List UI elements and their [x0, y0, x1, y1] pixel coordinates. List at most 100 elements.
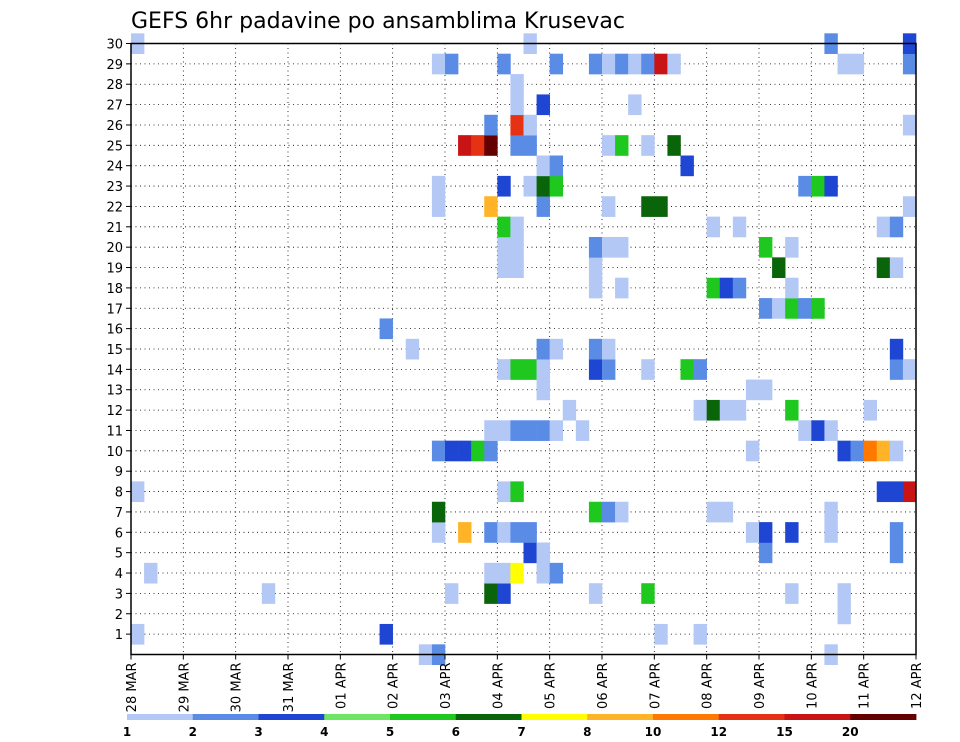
- heatmap-cell: [536, 562, 550, 584]
- x-tick-label: 03 APR: [439, 663, 454, 709]
- heatmap-cell: [641, 196, 655, 217]
- heatmap-cell: [693, 359, 707, 380]
- heatmap-cell: [497, 257, 511, 279]
- heatmap-cell: [876, 216, 891, 238]
- y-tick-label: 6: [115, 526, 123, 541]
- y-tick-label: 15: [106, 343, 123, 358]
- colorbar-segment: [653, 714, 720, 720]
- heatmap-cell: [785, 583, 799, 604]
- y-tick-label: 30: [106, 38, 123, 53]
- heatmap-cell: [510, 420, 524, 441]
- heatmap-cell: [562, 399, 577, 421]
- heatmap-cells: [131, 33, 917, 665]
- heatmap-cell: [628, 94, 642, 116]
- colorbar-tick-label: 6: [452, 725, 460, 739]
- heatmap-cell: [510, 74, 524, 95]
- heatmap-cell: [510, 135, 524, 156]
- heatmap-cell: [837, 440, 851, 462]
- heatmap-cell: [615, 277, 629, 299]
- x-tick-label: 30 MAR: [230, 663, 245, 713]
- heatmap-cell: [588, 583, 603, 604]
- heatmap-cell: [889, 216, 904, 238]
- heatmap-cell: [431, 53, 446, 75]
- heatmap-cell: [549, 155, 564, 177]
- heatmap-cell: [484, 583, 498, 604]
- y-tick-label: 22: [106, 200, 123, 215]
- x-tick-label: 06 APR: [596, 663, 611, 709]
- heatmap-cell: [850, 53, 864, 75]
- heatmap-cell: [798, 175, 812, 197]
- colorbar-tick-label: 1: [123, 725, 131, 739]
- y-tick-label: 12: [106, 404, 123, 419]
- heatmap-cell: [785, 522, 799, 543]
- heatmap-cell: [405, 338, 420, 360]
- heatmap-cell: [719, 501, 734, 523]
- heatmap-cell: [680, 359, 694, 380]
- heatmap-cell: [536, 542, 550, 564]
- x-tick-label: 07 APR: [648, 663, 663, 709]
- heatmap-cell: [458, 440, 472, 462]
- heatmap-cell: [523, 542, 537, 564]
- heatmap-cell: [523, 114, 537, 136]
- heatmap-cell: [876, 257, 891, 279]
- heatmap-cell: [497, 236, 511, 258]
- heatmap-cell: [575, 420, 590, 441]
- heatmap-cell: [497, 420, 511, 441]
- heatmap-cell: [759, 298, 773, 319]
- colorbar-legend: 1 2 3 4 5 6 7 8 10 12 15 20: [123, 714, 917, 739]
- heatmap-cell: [759, 542, 773, 564]
- x-axis-ticks: 28 MAR 29 MAR 30 MAR 31 MAR 01 APR 02 APR 03 A…: [125, 654, 925, 713]
- y-tick-label: 18: [106, 282, 123, 297]
- heatmap-cell: [549, 338, 564, 360]
- heatmap-cell: [889, 338, 904, 360]
- heatmap-cell: [536, 196, 550, 217]
- heatmap-cell: [523, 420, 537, 441]
- heatmap-cell: [497, 522, 511, 543]
- heatmap-cell: [889, 440, 904, 462]
- heatmap-cell: [523, 359, 537, 380]
- heatmap-cell: [889, 481, 904, 503]
- heatmap-cell: [484, 440, 498, 462]
- y-tick-label: 10: [106, 445, 123, 460]
- x-tick-label: 04 APR: [491, 663, 506, 709]
- heatmap-cell: [641, 135, 655, 156]
- heatmap-cell: [889, 359, 904, 380]
- heatmap-cell: [602, 236, 616, 258]
- y-tick-label: 14: [106, 363, 123, 378]
- colorbar-segment: [784, 714, 851, 720]
- colorbar-tick-label: 7: [517, 725, 525, 739]
- x-tick-label: 05 APR: [544, 663, 559, 709]
- colorbar-tick-label: 8: [583, 725, 591, 739]
- heatmap-cell: [445, 583, 459, 604]
- heatmap-cell: [902, 114, 917, 136]
- heatmap-cell: [510, 481, 524, 503]
- heatmap-cell: [431, 501, 446, 523]
- colorbar-tick-label: 20: [842, 725, 859, 739]
- heatmap-cell: [588, 338, 603, 360]
- y-tick-label: 1: [115, 628, 123, 643]
- heatmap-cell: [523, 175, 537, 197]
- heatmap-cell: [536, 155, 550, 177]
- heatmap-cell: [536, 338, 550, 360]
- y-tick-label: 28: [106, 78, 123, 93]
- heatmap-cell: [654, 53, 668, 75]
- heatmap-cell: [811, 420, 825, 441]
- heatmap-cell: [759, 522, 773, 543]
- heatmap-cell: [588, 236, 603, 258]
- heatmap-cell: [863, 440, 878, 462]
- heatmap-cell: [523, 135, 537, 156]
- heatmap-cell: [732, 277, 747, 299]
- heatmap-cell: [745, 379, 760, 401]
- heatmap-cell: [811, 175, 825, 197]
- heatmap-cell: [431, 440, 446, 462]
- heatmap-cell: [889, 542, 904, 564]
- x-tick-label: 12 APR: [910, 663, 925, 709]
- heatmap-cell: [837, 583, 851, 604]
- heatmap-cell: [667, 135, 681, 156]
- colorbar-segment: [324, 714, 391, 720]
- y-tick-label: 21: [106, 221, 123, 236]
- heatmap-cell: [902, 196, 917, 217]
- heatmap-cell: [745, 522, 760, 543]
- y-tick-label: 29: [106, 58, 123, 73]
- heatmap-cell: [131, 623, 145, 645]
